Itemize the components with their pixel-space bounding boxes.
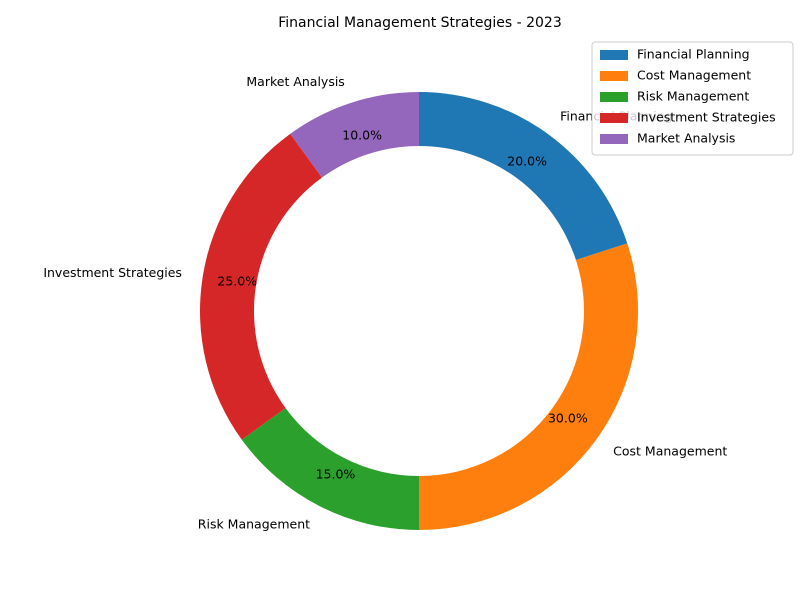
legend-label-investment-strategies: Investment Strategies bbox=[637, 110, 776, 125]
legend: Financial Planning Cost Management Risk Ma… bbox=[591, 41, 794, 156]
slice-cost-management bbox=[419, 243, 638, 531]
chart-title: Financial Management Strategies - 2023 bbox=[278, 15, 562, 31]
slice-risk-management bbox=[241, 407, 419, 530]
legend-frame bbox=[591, 41, 794, 156]
percent-label-risk-management: 15.0% bbox=[316, 466, 356, 481]
legend-swatch-investment-strategies bbox=[600, 113, 628, 123]
percent-labels-group: 20.0% 30.0% 15.0% 25.0% 10.0% bbox=[217, 128, 587, 482]
slice-label-cost-management: Cost Management bbox=[613, 444, 727, 459]
legend-swatch-risk-management bbox=[600, 92, 628, 102]
percent-label-market-analysis: 10.0% bbox=[342, 128, 382, 143]
legend-swatch-market-analysis bbox=[600, 134, 628, 144]
legend-label-cost-management: Cost Management bbox=[637, 68, 751, 83]
legend-swatch-cost-management bbox=[600, 71, 628, 81]
slice-investment-strategies bbox=[199, 133, 323, 440]
percent-label-investment-strategies: 25.0% bbox=[217, 274, 257, 289]
slices-group bbox=[199, 92, 638, 531]
slice-financial-planning bbox=[419, 92, 628, 261]
legend-label-market-analysis: Market Analysis bbox=[637, 131, 735, 146]
slice-label-market-analysis: Market Analysis bbox=[246, 74, 344, 89]
legend-label-risk-management: Risk Management bbox=[637, 89, 749, 104]
percent-label-cost-management: 30.0% bbox=[548, 411, 588, 426]
percent-label-financial-planning: 20.0% bbox=[507, 154, 547, 169]
legend-label-financial-planning: Financial Planning bbox=[637, 47, 750, 62]
slice-label-investment-strategies: Investment Strategies bbox=[43, 265, 182, 280]
slice-label-risk-management: Risk Management bbox=[198, 516, 310, 531]
slice-market-analysis bbox=[290, 92, 419, 178]
legend-swatch-financial-planning bbox=[600, 50, 628, 60]
